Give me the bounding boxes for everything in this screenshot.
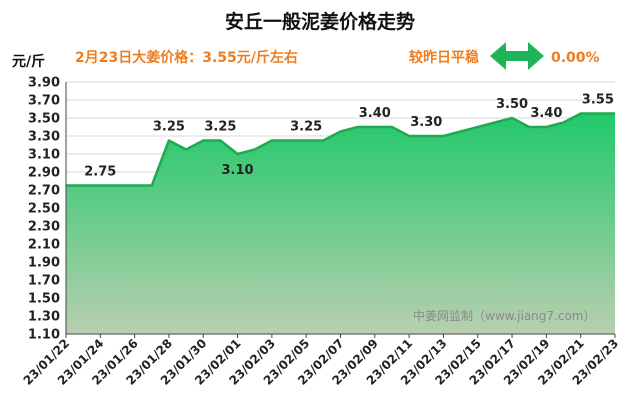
double-arrow-icon xyxy=(490,42,544,70)
y-tick-label: 1.70 xyxy=(28,274,60,289)
y-tick-label: 3.70 xyxy=(28,94,60,109)
data-labels: 2.753.25 3.253.103.253.403.303.503.403.55 xyxy=(84,93,614,180)
compare-text: 较昨日平稳 xyxy=(409,49,479,66)
data-label: 2.75 xyxy=(84,165,116,180)
chart-title: 安丘一般泥姜价格走势 xyxy=(225,10,415,33)
data-label: 3.40 xyxy=(530,106,562,121)
price-line xyxy=(66,112,615,187)
area-series xyxy=(66,112,615,334)
y-tick-label: 2.50 xyxy=(28,202,60,217)
data-label: 3.30 xyxy=(410,115,442,130)
y-tick-label: 1.10 xyxy=(28,328,60,343)
y-tick-label: 2.90 xyxy=(28,166,60,181)
y-tick-label: 3.30 xyxy=(28,130,60,145)
y-tick-label: 2.30 xyxy=(28,220,60,235)
y-axis-unit: 元/斤 xyxy=(12,53,45,70)
y-tick-label: 1.50 xyxy=(28,292,60,307)
y-tick-label: 3.90 xyxy=(28,76,60,91)
x-axis-ticks: 23/01/2223/01/2423/01/2623/01/2823/01/30… xyxy=(21,334,621,388)
data-label: 3.50 xyxy=(496,97,528,112)
y-tick-label: 1.90 xyxy=(28,256,60,271)
y-tick-label: 2.70 xyxy=(28,184,60,199)
data-label: 3.10 xyxy=(222,163,254,178)
data-label: 3.55 xyxy=(582,93,614,108)
y-tick-label: 3.10 xyxy=(28,148,60,163)
data-label: 3.40 xyxy=(359,106,391,121)
y-tick-label: 1.30 xyxy=(28,310,60,325)
data-label: 3.25 xyxy=(290,120,322,135)
price-summary: 2月23日大姜价格：3.55元/斤左右 xyxy=(75,49,298,66)
y-tick-label: 2.10 xyxy=(28,238,60,253)
y-tick-label: 3.50 xyxy=(28,112,60,127)
data-label: 3.25 xyxy=(153,120,185,135)
watermark: 中姜网监制（www.jiang7.com） xyxy=(413,308,595,323)
area-fill xyxy=(66,113,615,334)
change-value: 0.00% xyxy=(551,50,600,66)
y-axis-ticks: 1.10 1.30 1.50 1.70 1.90 2.10 2.30 2.50 2.70 2.90… xyxy=(28,76,60,343)
data-label: 3.25 xyxy=(204,120,236,135)
